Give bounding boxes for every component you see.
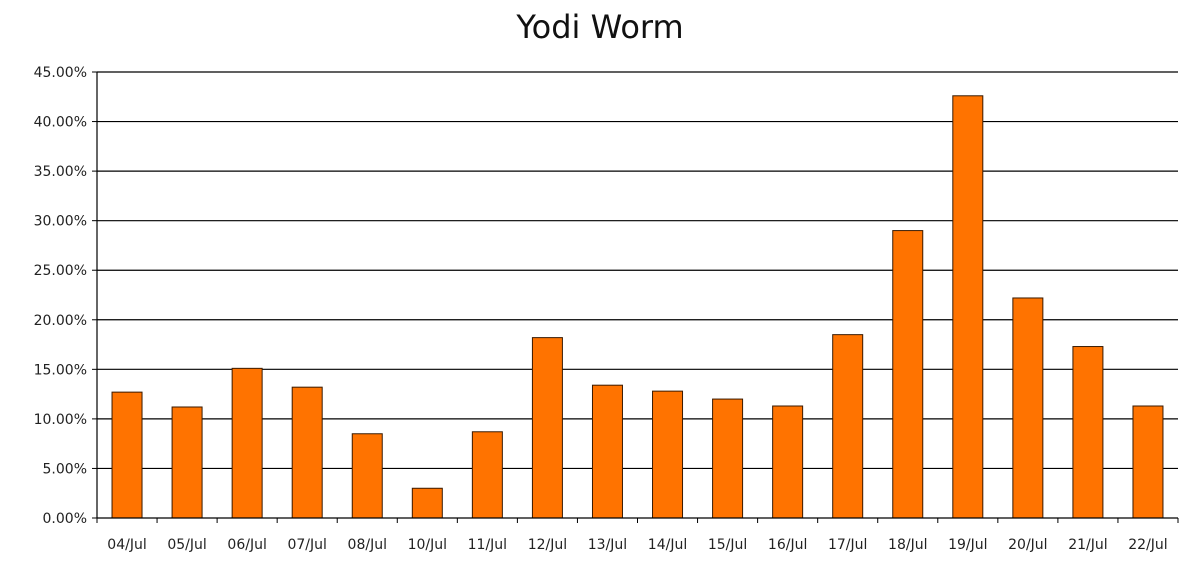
x-tick-label: 10/Jul <box>408 537 447 553</box>
x-tick-label: 22/Jul <box>1128 537 1167 553</box>
bar <box>772 405 804 519</box>
bar <box>892 230 924 519</box>
bar <box>171 406 203 519</box>
bar <box>591 384 623 519</box>
bar <box>291 386 323 519</box>
x-tick-label: 06/Jul <box>227 537 266 553</box>
bar <box>952 95 984 519</box>
gridlines <box>97 71 1178 470</box>
x-tick-label: 13/Jul <box>588 537 627 553</box>
axes <box>92 71 1179 523</box>
x-tick-label: 04/Jul <box>107 537 146 553</box>
y-tick-label: 25.00% <box>34 263 87 279</box>
chart-title: Yodi Worm <box>516 8 684 46</box>
x-tick-labels: 04/Jul 05/Jul 06/Jul 07/Jul 08/Jul 10/Jul 11/J… <box>107 537 1167 553</box>
y-tick-label: 5.00% <box>43 461 87 477</box>
bar <box>231 367 263 519</box>
x-tick-label: 20/Jul <box>1008 537 1047 553</box>
x-tick-label: 15/Jul <box>708 537 747 553</box>
y-tick-labels: 0.00% 5.00% 10.00% 15.00% 20.00% 25.00% 30.00%… <box>34 65 87 527</box>
bar <box>832 334 864 519</box>
bar <box>712 398 744 519</box>
y-tick-label: 30.00% <box>34 214 87 230</box>
x-tick-label: 19/Jul <box>948 537 987 553</box>
y-tick-label: 40.00% <box>34 115 87 131</box>
x-tick-label: 21/Jul <box>1068 537 1107 553</box>
x-tick-label: 12/Jul <box>528 537 567 553</box>
bars <box>111 95 1164 519</box>
y-tick-label: 0.00% <box>43 511 87 527</box>
bar <box>471 431 503 519</box>
y-tick-label: 10.00% <box>34 412 87 428</box>
bar <box>1012 297 1044 519</box>
y-tick-label: 35.00% <box>34 164 87 180</box>
bar <box>531 337 563 519</box>
bar <box>411 487 443 519</box>
y-tick-label: 15.00% <box>34 362 87 378</box>
x-tick-label: 16/Jul <box>768 537 807 553</box>
bar <box>652 390 684 519</box>
x-tick-label: 14/Jul <box>648 537 687 553</box>
y-tick-label: 20.00% <box>34 313 87 329</box>
x-tick-label: 18/Jul <box>888 537 927 553</box>
bar <box>1132 405 1164 519</box>
bar <box>1072 346 1104 519</box>
x-tick-label: 11/Jul <box>468 537 507 553</box>
x-tick-label: 07/Jul <box>287 537 326 553</box>
x-tick-label: 08/Jul <box>348 537 387 553</box>
x-tick-label: 17/Jul <box>828 537 867 553</box>
x-tick-label: 05/Jul <box>167 537 206 553</box>
bar <box>351 433 383 519</box>
bar <box>111 391 143 519</box>
y-tick-label: 45.00% <box>34 65 87 81</box>
